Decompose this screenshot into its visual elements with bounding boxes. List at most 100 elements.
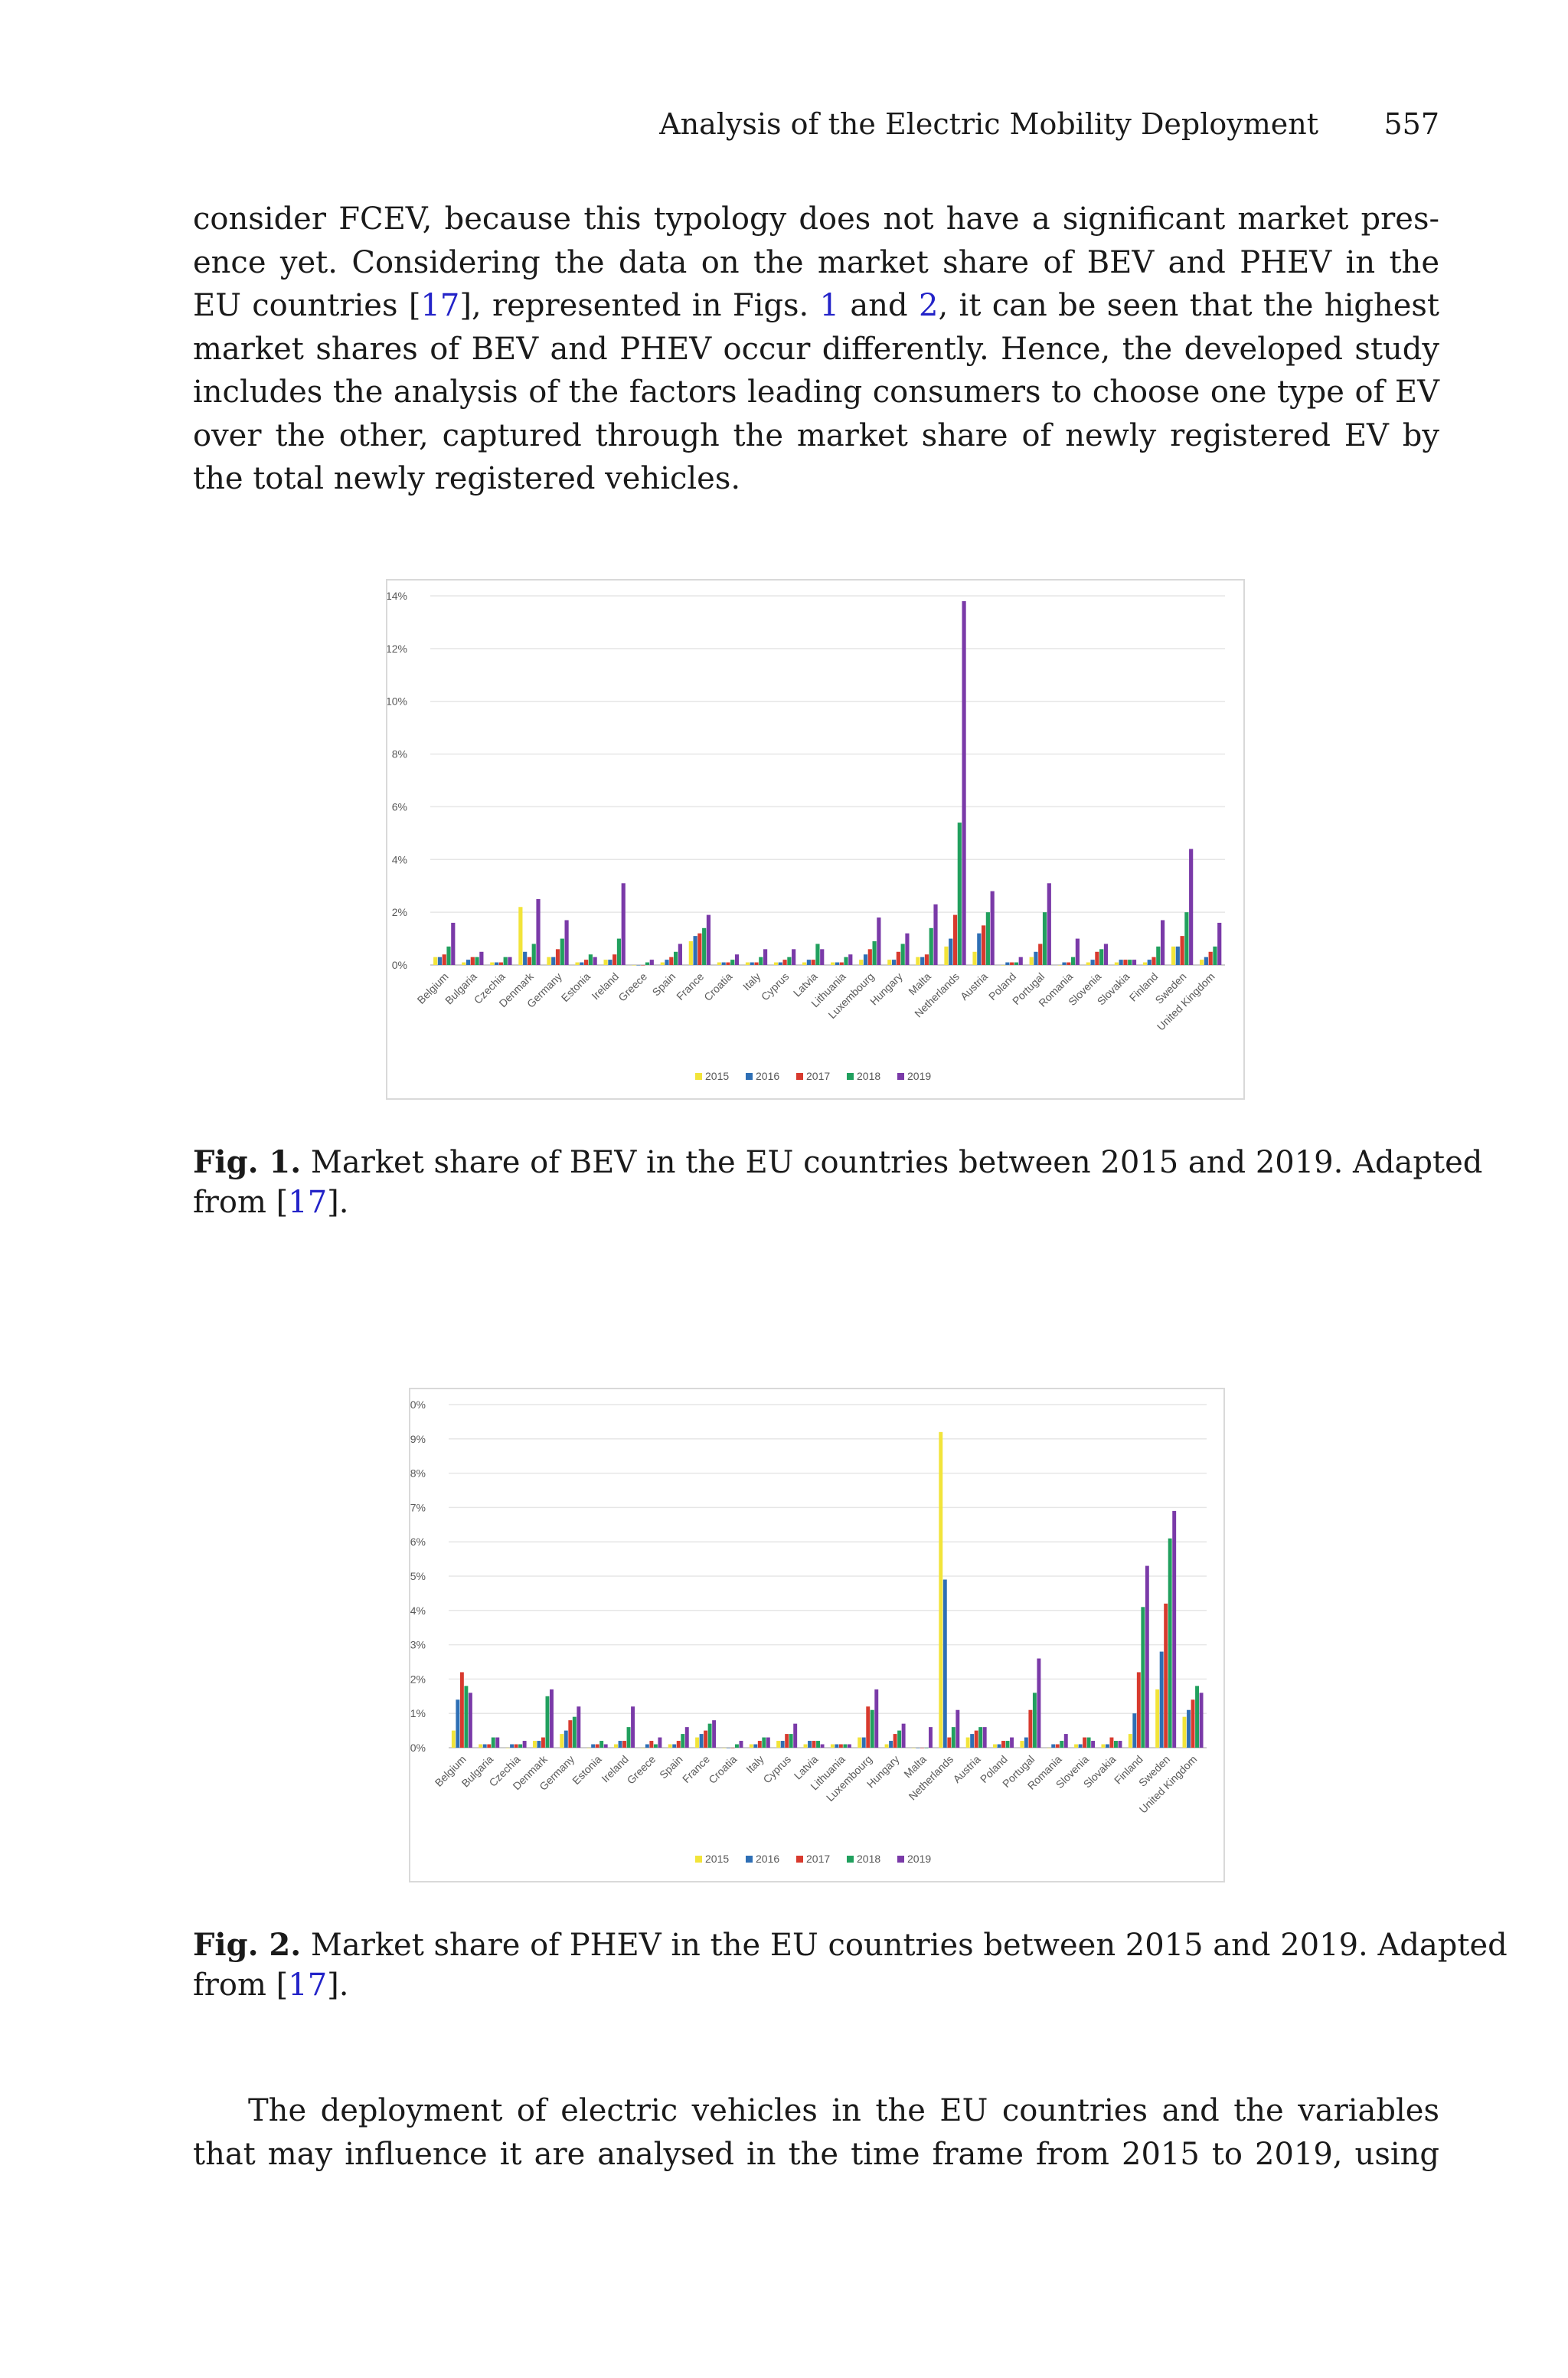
bar (1101, 1744, 1106, 1748)
y-tick-label: 8% (392, 748, 407, 761)
bar (1095, 951, 1099, 965)
bar (699, 1734, 704, 1748)
bar (978, 1727, 983, 1748)
bar (1119, 960, 1123, 965)
bar (982, 925, 986, 965)
bar (1128, 960, 1132, 965)
bar (1014, 962, 1019, 965)
bar (1057, 965, 1062, 966)
bar (555, 949, 560, 965)
bar (532, 1741, 537, 1748)
bar (626, 1727, 631, 1748)
bar (754, 962, 759, 965)
bar (442, 954, 446, 965)
bar (787, 957, 792, 965)
bar (572, 1716, 577, 1748)
figure-2-caption-text: Market share of PHEV in the EU countries… (301, 1928, 1508, 1963)
bar (1217, 922, 1222, 965)
bar (792, 949, 796, 965)
bar (649, 960, 654, 965)
bar (673, 951, 678, 965)
x-tick-label: Croatia (701, 970, 734, 1003)
bar (859, 960, 864, 965)
figure-1-citation-link[interactable]: 17 (288, 1185, 328, 1220)
bar (508, 957, 512, 965)
bar (811, 960, 815, 965)
x-tick-label: Estonia (559, 970, 593, 1004)
bar (588, 954, 593, 965)
bar (735, 1744, 739, 1748)
bar (848, 954, 853, 965)
bar (668, 1744, 672, 1748)
bar (866, 1706, 871, 1748)
bar (459, 1672, 464, 1748)
y-tick-label: 4% (410, 1604, 426, 1617)
bar (820, 949, 825, 965)
bar (863, 954, 868, 965)
bar (815, 944, 820, 965)
bar (622, 1741, 626, 1748)
bar (1160, 920, 1165, 965)
y-tick-label: 2% (392, 906, 407, 918)
bar (924, 954, 929, 965)
bar (759, 957, 763, 965)
citation-link[interactable]: 17 (420, 288, 460, 323)
legend-label: 2015 (705, 1853, 729, 1865)
running-head-title: Analysis of the Electric Mobility Deploy… (659, 107, 1318, 141)
bar (591, 1744, 596, 1748)
bar (1175, 946, 1180, 965)
legend-swatch (796, 1856, 803, 1863)
bar (806, 960, 811, 965)
y-tick-label: 5% (410, 1570, 426, 1582)
bar (780, 1741, 785, 1748)
bar (1075, 938, 1080, 965)
bar (518, 1744, 523, 1748)
x-tick-label: Estonia (570, 1753, 603, 1787)
figure-2-citation-link[interactable]: 17 (288, 1967, 328, 2003)
bar (1032, 1693, 1037, 1748)
bar (947, 1737, 952, 1748)
bar (433, 957, 438, 965)
text-span: , it can be seen that the highest (938, 288, 1440, 323)
bar (568, 1720, 573, 1748)
x-tick-label: Austria (958, 970, 990, 1003)
bar (939, 1431, 943, 1748)
bar (1132, 1713, 1137, 1748)
y-tick-label: 3% (410, 1639, 426, 1651)
y-tick-label: 2% (410, 1673, 426, 1685)
bar (1083, 1737, 1087, 1748)
bar (495, 962, 499, 965)
citation-link[interactable]: 1 (819, 288, 840, 323)
legend-label: 2016 (756, 1070, 779, 1082)
bar (603, 1744, 608, 1748)
bar (766, 1737, 770, 1748)
bar (641, 965, 645, 966)
bar (1168, 1538, 1172, 1748)
bar (778, 962, 782, 965)
bar (704, 1730, 708, 1748)
bar (1018, 957, 1023, 965)
bar (763, 949, 768, 965)
bar (669, 957, 674, 965)
bar (929, 927, 933, 965)
bar (1010, 962, 1014, 965)
bar (1074, 1744, 1079, 1748)
bar (658, 1737, 662, 1748)
bar (957, 823, 962, 965)
y-tick-label: 10% (387, 695, 407, 708)
bar (706, 914, 711, 965)
citation-link[interactable]: 2 (919, 288, 939, 323)
bar (962, 600, 966, 965)
legend-swatch (746, 1856, 753, 1863)
text-span: ence yet. Considering the data on the ma… (193, 244, 1439, 280)
bar (1189, 849, 1194, 965)
bar (1159, 1651, 1164, 1748)
bar (843, 1744, 848, 1748)
bar (510, 1744, 514, 1748)
bar (702, 927, 707, 965)
bar (1152, 957, 1156, 965)
figure-1-caption: Fig. 1. Market share of BEV in the EU co… (193, 1143, 1482, 1222)
bar (749, 1744, 753, 1748)
bar (1141, 1607, 1145, 1748)
bar (1118, 1741, 1122, 1748)
